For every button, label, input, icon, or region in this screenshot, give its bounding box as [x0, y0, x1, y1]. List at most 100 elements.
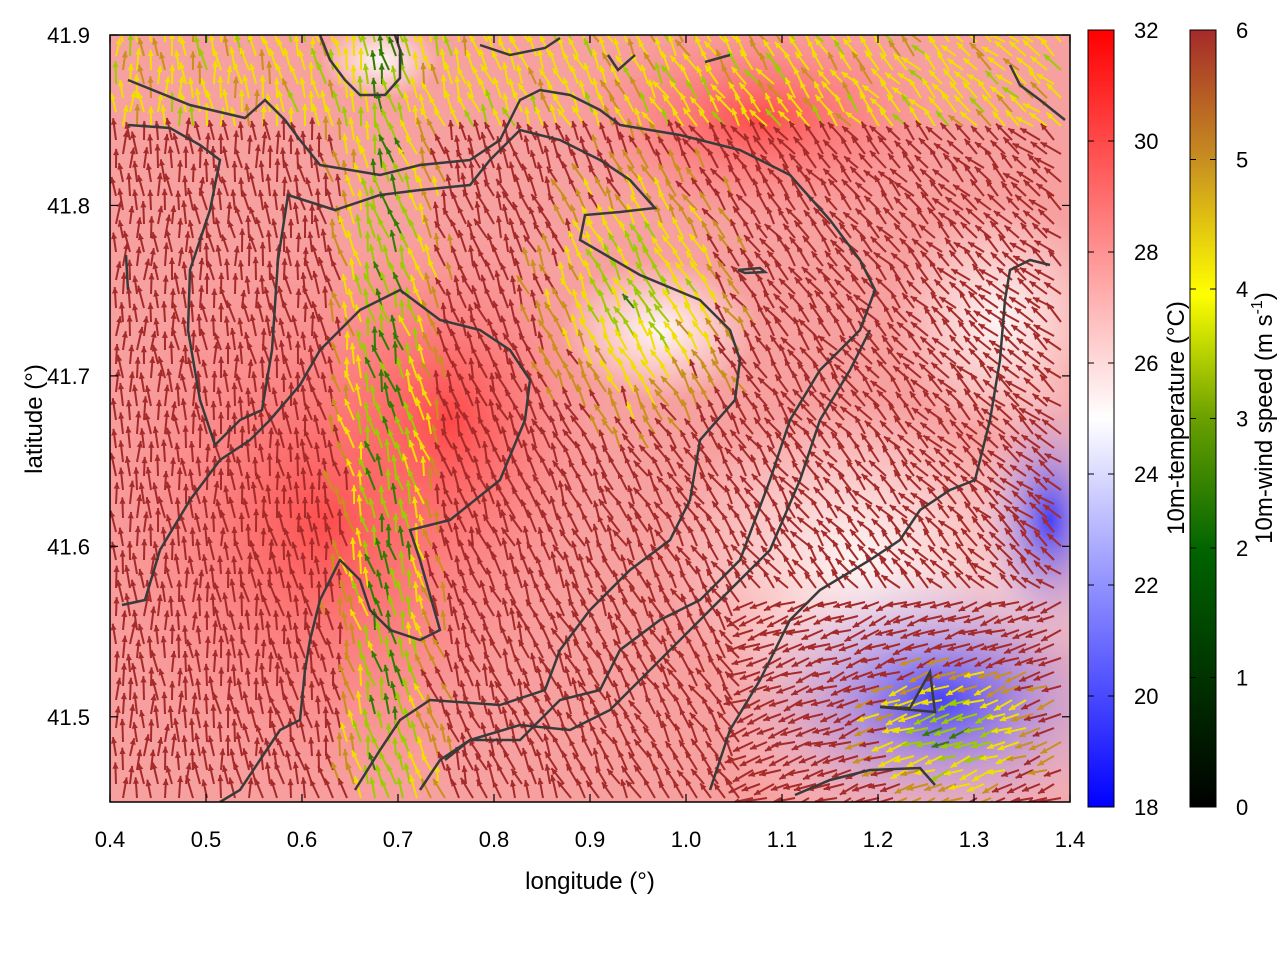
- wind-arrow-head: [707, 148, 714, 156]
- wind-arrow-head: [193, 121, 200, 129]
- wind-arrow-head: [420, 135, 427, 143]
- wind-arrow-head: [938, 520, 946, 527]
- wind-arrow-head: [332, 459, 338, 467]
- wind-arrow-head: [828, 179, 835, 186]
- wind-arrow-head: [547, 82, 554, 90]
- wind-arrow: [605, 35, 614, 43]
- wind-arrow-head: [468, 357, 475, 365]
- wind-arrow-head: [208, 35, 215, 41]
- wind-arrow-head: [675, 501, 682, 509]
- wind-arrow-head: [229, 328, 236, 335]
- wind-arrow-head: [438, 355, 445, 363]
- wind-arrow-head: [920, 250, 928, 258]
- wind-arrow-head: [890, 486, 896, 494]
- wind-arrow-head: [898, 493, 906, 500]
- wind-arrow-head: [1012, 514, 1020, 522]
- wind-arrow-head: [985, 126, 992, 133]
- wind-arrow-head: [934, 279, 942, 287]
- wind-arrow-head: [1032, 223, 1039, 230]
- wind-arrow-head: [920, 27, 927, 34]
- wind-arrow-head: [990, 252, 998, 260]
- wind-arrow-head: [211, 429, 218, 436]
- wind-arrow-head: [865, 503, 873, 510]
- wind-arrow-head: [919, 500, 927, 508]
- wind-arrow-head: [964, 501, 971, 509]
- wind-arrow-head: [151, 344, 158, 352]
- wind-arrow-head: [633, 460, 641, 468]
- wind-arrow-head: [194, 88, 201, 95]
- wind-arrow-head: [1040, 142, 1048, 149]
- wind-arrow-head: [937, 267, 945, 274]
- wind-arrow-head: [201, 496, 208, 503]
- wind-arrow-head: [973, 404, 980, 412]
- wind-arrow-head: [535, 107, 541, 114]
- wind-arrow-head: [188, 441, 195, 448]
- wind-arrow-head: [305, 512, 312, 520]
- wind-arrow-head: [874, 320, 882, 328]
- wind-arrow-head: [294, 453, 301, 460]
- wind-arrow-head: [924, 108, 931, 116]
- wind-arrow-head: [744, 133, 750, 141]
- wind-arrow-head: [998, 234, 1005, 242]
- wind-arrow-head: [686, 80, 693, 88]
- wind-arrow-head: [174, 522, 181, 530]
- wind-arrow-head: [443, 398, 449, 406]
- wind-arrow-head: [855, 208, 863, 216]
- wind-arrow-head: [809, 302, 816, 310]
- wind-arrow-head: [681, 369, 687, 377]
- wind-arrow-head: [402, 35, 409, 43]
- wind-arrow-head: [134, 525, 141, 533]
- wind-arrow-head: [691, 349, 699, 357]
- wind-arrow-head: [736, 194, 744, 202]
- wind-arrow-head: [764, 224, 772, 231]
- wind-arrow-head: [450, 107, 456, 115]
- wind-arrow-head: [147, 524, 154, 531]
- wind-arrow-head: [993, 490, 1001, 497]
- wind-arrow-head: [663, 321, 671, 329]
- wind-arrow-head: [847, 93, 854, 101]
- wind-arrow-head: [185, 117, 192, 125]
- wind-arrow-head: [851, 24, 857, 31]
- wind-arrow-head: [836, 392, 844, 400]
- wind-arrow-head: [956, 432, 963, 439]
- wind-arrow-head: [372, 174, 379, 182]
- wind-arrow-head: [598, 289, 605, 297]
- wind-arrow-head: [998, 433, 1006, 441]
- wind-arrow-head: [1003, 173, 1011, 179]
- wind-arrow-head: [417, 373, 423, 381]
- wind-arrow-head: [420, 456, 427, 463]
- wind-arrow-head: [634, 107, 641, 115]
- wind-arrow-head: [265, 230, 272, 237]
- wind-arrow-head: [792, 460, 799, 468]
- wind-arrow-head: [908, 165, 915, 172]
- wind-arrow-head: [961, 422, 969, 429]
- wind-arrow-head: [400, 262, 407, 270]
- wind-arrow-head: [492, 360, 499, 368]
- wind-arrow-head: [381, 78, 388, 86]
- wind-arrow-head: [263, 286, 270, 294]
- wind-arrow-head: [649, 378, 656, 386]
- wind-arrow-head: [382, 416, 389, 424]
- wind-arrow-head: [981, 408, 989, 415]
- wind-arrow-head: [275, 63, 282, 71]
- wind-arrow-head: [468, 526, 475, 534]
- wind-arrow-head: [986, 180, 993, 187]
- wind-arrow-head: [974, 197, 982, 204]
- wind-arrow-head: [312, 270, 319, 278]
- wind-arrow-head: [706, 514, 713, 522]
- wind-arrow-head: [634, 512, 641, 520]
- wind-arrow-head: [251, 424, 258, 432]
- wind-arrow-head: [488, 399, 495, 407]
- wind-arrow-head: [139, 428, 146, 435]
- wind-arrow-head: [704, 41, 711, 49]
- wind-arrow-head: [906, 280, 914, 288]
- wind-arrow-head: [379, 303, 385, 311]
- wind-arrow-head: [537, 331, 544, 339]
- wind-arrow-head: [327, 356, 334, 364]
- wind-arrow-head: [727, 246, 734, 254]
- wind-arrow-head: [904, 193, 912, 200]
- wind-arrow-head: [870, 380, 878, 388]
- wind-arrow-head: [722, 292, 729, 300]
- wind-arrow-head: [168, 35, 175, 39]
- wind-arrow-head: [579, 318, 586, 326]
